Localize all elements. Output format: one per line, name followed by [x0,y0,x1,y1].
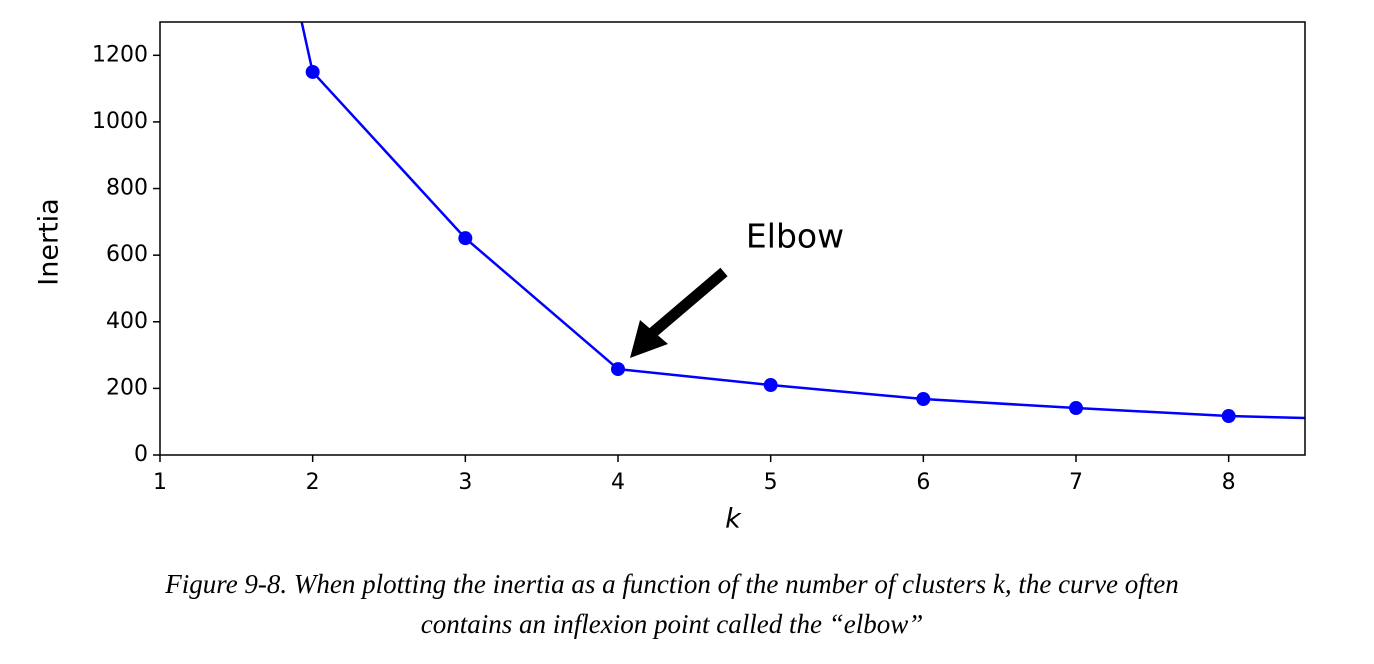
y-tick-label: 0 [134,442,148,467]
caption: contains an inflexion point called the “… [421,609,923,639]
x-tick-label: 3 [458,470,472,495]
y-tick-label: 200 [106,375,148,400]
marker [1221,409,1236,424]
marker [458,231,473,246]
series [300,22,1305,424]
axes-frame [159,21,1306,456]
x-tick-label: 6 [916,470,930,495]
y-tick-label: 600 [106,242,148,267]
line [300,22,1305,420]
y-tick-label: 800 [106,176,148,201]
x-tick-label: 2 [306,470,320,495]
annotation-arrow [646,267,728,340]
x-axis-label: k [725,504,742,535]
x-tick-label: 8 [1222,470,1236,495]
marker [611,362,625,377]
marker [1069,401,1083,416]
caption: Figure 9-8. When plotting the inertia as… [164,569,1179,599]
y-axis-label: Inertia [34,198,65,285]
x-tick-label: 1 [153,470,167,495]
y-tick-label: 1000 [92,109,148,134]
marker [763,378,778,393]
marker [916,392,931,407]
y-tick-label: 1200 [92,42,148,67]
x-tick-label: 5 [764,470,778,495]
y-tick-label: 400 [106,309,148,334]
x-tick-label: 7 [1069,470,1083,495]
marker [305,64,320,79]
annotation: Elbow [746,217,844,256]
x-tick-label: 4 [611,470,625,495]
annotation-arrowhead [630,320,668,358]
